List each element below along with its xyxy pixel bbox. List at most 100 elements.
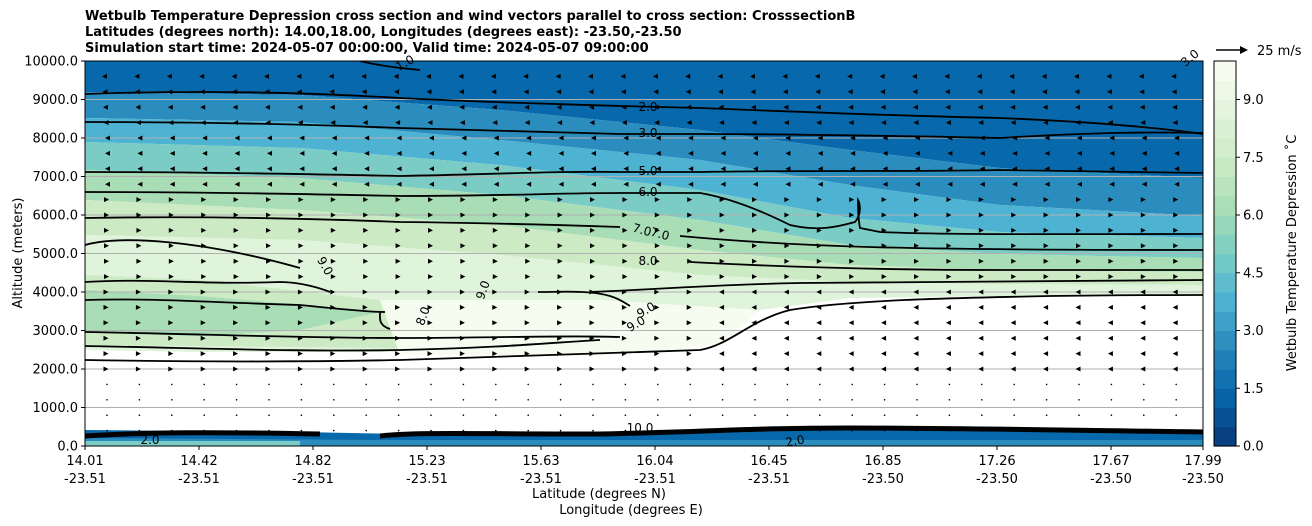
- wind-vector: [1173, 212, 1179, 218]
- wind-vector: [134, 73, 140, 79]
- wind-vector: [265, 120, 271, 126]
- wind-vector: [592, 383, 594, 386]
- wind-vector: [330, 212, 336, 218]
- contour-line: [85, 239, 301, 269]
- wind-vector: [333, 429, 335, 432]
- wind-vector: [200, 304, 206, 310]
- x-tick-label-lat: 14.82: [294, 454, 331, 469]
- wind-vector: [624, 429, 627, 432]
- wind-vector: [1013, 414, 1015, 417]
- y-tick-label: 2000.0: [33, 363, 79, 378]
- wind-vector: [492, 320, 498, 326]
- wind-vector: [558, 150, 564, 156]
- wind-vector: [524, 366, 530, 372]
- contour-label: 10.0: [627, 421, 654, 435]
- wind-vector: [138, 414, 141, 417]
- wind-vector: [525, 197, 531, 203]
- wind-vector: [168, 320, 174, 326]
- wind-vector: [719, 258, 725, 264]
- wind-vector: [1140, 227, 1146, 233]
- wind-vector: [235, 383, 238, 386]
- wind-vector: [330, 320, 336, 326]
- wind-vector: [751, 366, 757, 372]
- wind-vector: [264, 73, 269, 79]
- wind-vector: [1043, 274, 1049, 280]
- colorbar: 0.0 1.5 3.0 4.5 6.0 7.5 9.0: [1213, 60, 1264, 455]
- wind-vector: [265, 366, 271, 372]
- wind-vector: [395, 120, 401, 126]
- wind-vector: [717, 73, 723, 79]
- wind-vector: [104, 274, 109, 280]
- wind-vector: [589, 335, 595, 341]
- wind-vector: [557, 197, 563, 203]
- wind-vector: [297, 351, 303, 357]
- wind-vector: [1106, 89, 1112, 95]
- wind-vector: [1075, 351, 1081, 357]
- wind-vector: [362, 104, 368, 110]
- wind-vector: [814, 73, 820, 79]
- wind-vector: [557, 258, 563, 264]
- wind-vector: [848, 366, 854, 372]
- wind-vector: [395, 320, 401, 326]
- wind-vector: [460, 227, 466, 233]
- wind-vector: [364, 181, 370, 187]
- contour-line: [85, 121, 1203, 139]
- wind-vector: [296, 89, 302, 95]
- wind-vector: [817, 166, 823, 172]
- x-tick-label-lat: 17.99: [1184, 454, 1221, 469]
- wind-vector: [557, 320, 563, 326]
- wind-vector: [557, 366, 563, 372]
- y-tick-label: 1000.0: [33, 401, 79, 416]
- wind-vector: [1011, 212, 1017, 218]
- wind-vector: [655, 166, 661, 172]
- wind-vector: [459, 366, 465, 372]
- contour-label: 5.0: [638, 164, 657, 178]
- wind-vector: [849, 227, 855, 233]
- contour-line: [85, 169, 1203, 177]
- wind-vector: [621, 304, 627, 310]
- wind-vector: [947, 166, 953, 172]
- colorbar-swatch: [1214, 311, 1236, 332]
- wind-vector: [1043, 304, 1049, 310]
- wind-vector: [492, 227, 498, 233]
- wind-vector: [978, 243, 984, 249]
- wind-vector: [461, 181, 467, 187]
- wind-vector: [523, 73, 529, 79]
- wind-vector: [492, 212, 498, 218]
- wind-vector: [105, 135, 110, 141]
- wind-vector: [459, 120, 465, 126]
- wind-vector: [428, 227, 433, 233]
- wind-vector: [135, 320, 141, 326]
- colorbar-swatch: [1214, 61, 1236, 81]
- wind-vector: [784, 243, 790, 249]
- wind-vector: [1140, 258, 1146, 264]
- wind-vector: [137, 150, 143, 156]
- wind-vector: [363, 274, 369, 280]
- wind-vector: [688, 150, 694, 156]
- wind-vector: [686, 104, 692, 110]
- wind-vector: [819, 399, 821, 401]
- contour-line: [85, 331, 621, 339]
- wind-vector: [526, 150, 532, 156]
- wind-vector: [234, 135, 240, 141]
- wind-vector: [880, 104, 886, 110]
- contour-line: [378, 311, 391, 330]
- wind-vector: [1041, 73, 1047, 79]
- wind-vector: [1012, 181, 1018, 187]
- wind-vector: [655, 181, 661, 187]
- wind-vector: [588, 89, 594, 95]
- wind-vector: [168, 274, 174, 280]
- wind-vector: [689, 399, 691, 401]
- wind-vector: [685, 89, 691, 95]
- wind-vector: [851, 429, 853, 432]
- wind-vector: [816, 120, 822, 126]
- wind-vector: [1173, 258, 1179, 264]
- wind-vector: [136, 212, 142, 218]
- wind-vector: [848, 104, 854, 110]
- wind-vector: [1010, 304, 1016, 310]
- wind-vector: [300, 399, 303, 401]
- contour-label: 2.0: [638, 100, 657, 114]
- wind-vector: [1175, 414, 1177, 417]
- wind-vector: [365, 383, 368, 386]
